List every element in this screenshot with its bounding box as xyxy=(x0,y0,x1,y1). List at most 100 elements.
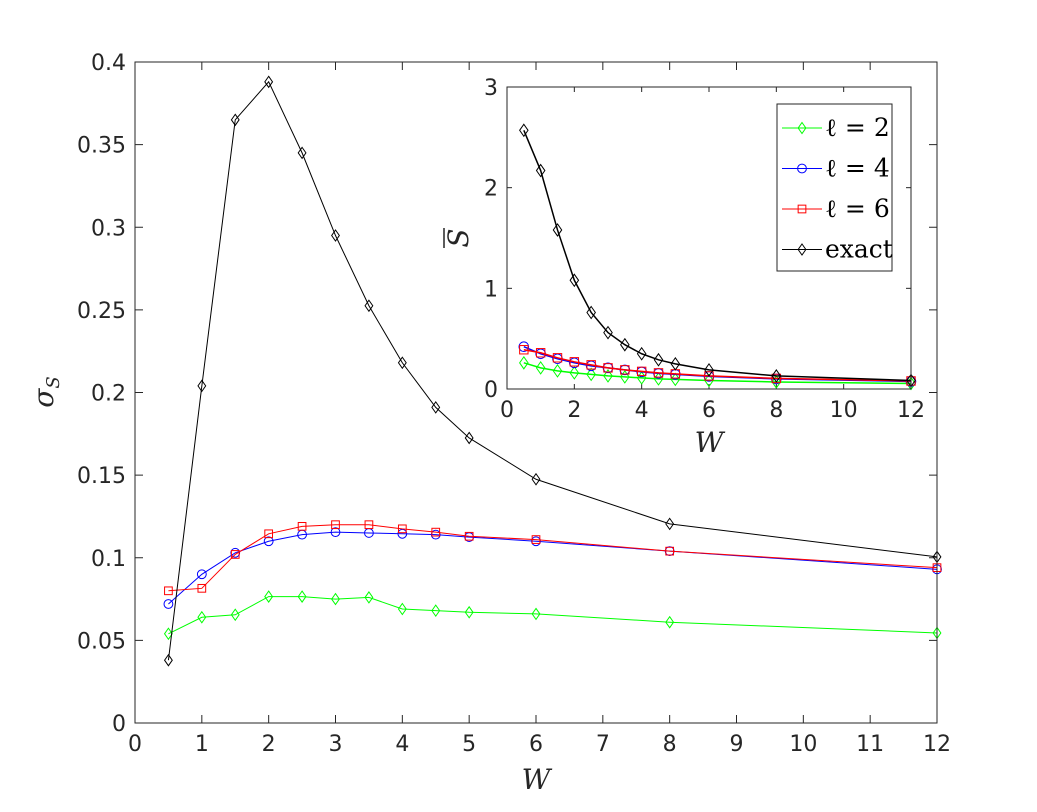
main-x-tick-label: 10 xyxy=(789,732,817,757)
inset-data-point xyxy=(535,360,546,375)
main-data-point xyxy=(364,520,374,530)
main-y-tick-label: 0 xyxy=(112,712,126,737)
inset-data-point xyxy=(636,366,647,377)
main-y-tick-label: 0.1 xyxy=(91,547,126,572)
main-data-point xyxy=(397,528,408,539)
main-y-axis-label-subscript: S xyxy=(43,376,64,388)
main-data-point xyxy=(397,356,407,370)
inset-data-point xyxy=(670,356,681,371)
main-data-point xyxy=(397,524,407,534)
main-x-tick-label: 5 xyxy=(462,732,476,757)
main-y-tick-label: 0.25 xyxy=(77,299,126,324)
main-y-tick-label: 0.35 xyxy=(77,134,126,159)
svg-text:σS: σS xyxy=(27,376,64,407)
legend-marker xyxy=(797,204,807,214)
legend-entry: ℓ = 4 xyxy=(782,154,890,183)
inset-data-point xyxy=(586,305,596,320)
inset-data-point xyxy=(535,348,546,358)
main-data-point xyxy=(163,627,173,641)
inset-x-tick-label: 2 xyxy=(567,398,581,423)
inset-data-point xyxy=(519,345,529,355)
main-x-tick-label: 0 xyxy=(128,732,142,757)
main-plot-frame xyxy=(134,61,938,724)
inset-data-point xyxy=(552,364,563,378)
inset-data-point xyxy=(704,373,714,388)
inset-data-point xyxy=(586,360,596,370)
main-data-point xyxy=(330,527,341,538)
legend-marker xyxy=(797,121,807,135)
main-y-tick-label: 0.4 xyxy=(91,51,126,76)
inset-data-point xyxy=(552,353,563,363)
inset-series-line xyxy=(523,129,912,382)
main-y-tick-label: 0.05 xyxy=(77,629,126,654)
main-data-point xyxy=(264,529,274,539)
main-data-point xyxy=(531,607,541,621)
main-data-point xyxy=(197,583,207,593)
main-y-axis-label: σS xyxy=(27,376,64,407)
main-data-point xyxy=(297,522,307,531)
main-y-axis-label-symbol: σ xyxy=(27,388,60,408)
main-series-3 xyxy=(163,75,942,667)
main-data-point xyxy=(665,517,675,531)
legend-entries: ℓ = 2 ℓ = 4 ℓ = 6 exact xyxy=(782,113,893,264)
inset-data-point xyxy=(620,337,630,352)
main-data-point xyxy=(264,75,274,89)
inset-data-point xyxy=(535,163,546,178)
main-x-axis-label: W xyxy=(522,763,553,796)
main-data-point xyxy=(197,610,207,624)
main-x-tick-label: 12 xyxy=(923,732,951,757)
inset-y-tick-labels: 0 1 2 3 xyxy=(484,76,498,403)
main-data-point xyxy=(531,472,541,486)
inset-data-point xyxy=(653,368,664,378)
inset-data-point xyxy=(569,273,580,288)
inset-legend: ℓ = 2 ℓ = 4 ℓ = 6 exact xyxy=(776,103,893,272)
main-data-point xyxy=(164,586,173,596)
legend-label: ℓ = 2 xyxy=(825,113,890,142)
inset-x-tick-label: 12 xyxy=(897,398,925,423)
main-series-2 xyxy=(164,520,942,596)
inset-data-point xyxy=(670,372,681,387)
main-series-group xyxy=(163,75,942,667)
inset-y-tick-label: 2 xyxy=(484,177,498,202)
main-data-point xyxy=(531,535,541,544)
legend-marker xyxy=(797,243,807,256)
inset-data-point xyxy=(636,346,647,361)
legend-label: ℓ = 4 xyxy=(825,154,890,183)
inset-series-group xyxy=(518,123,917,391)
main-data-point xyxy=(230,547,241,558)
inset-y-axis-label: S xyxy=(442,228,475,248)
main-data-point xyxy=(364,591,374,604)
main-x-tick-label: 2 xyxy=(262,732,276,757)
main-data-point xyxy=(264,590,274,603)
inset-data-point xyxy=(519,355,529,370)
main-data-point xyxy=(331,520,340,530)
inset-y-tick-label: 3 xyxy=(484,76,498,101)
main-series-line xyxy=(167,80,938,661)
inset-data-point xyxy=(586,367,596,382)
main-data-point xyxy=(230,608,240,622)
inset-data-point xyxy=(603,325,613,340)
main-data-point xyxy=(263,536,274,547)
main-data-point xyxy=(230,113,240,127)
inset-data-point xyxy=(603,369,613,383)
main-x-tick-label: 3 xyxy=(329,732,343,757)
inset-data-point xyxy=(603,363,613,373)
main-data-point xyxy=(665,615,675,629)
main-data-point xyxy=(297,590,307,603)
legend-entry: exact xyxy=(782,235,893,264)
inset-data-point xyxy=(771,369,782,383)
main-series-line xyxy=(168,524,938,592)
inset-x-tick-label: 4 xyxy=(635,398,649,423)
inset-data-point xyxy=(704,363,714,377)
main-x-tick-label: 6 xyxy=(529,732,543,757)
main-data-point xyxy=(230,550,240,559)
main-data-point xyxy=(397,602,407,616)
inset-x-tick-label: 8 xyxy=(769,398,783,423)
legend-label: exact xyxy=(825,235,893,264)
inset-data-point xyxy=(653,352,664,367)
main-data-point xyxy=(464,605,474,619)
main-x-tick-labels: 0 1 2 3 4 5 6 7 8 9 10 11 12 xyxy=(128,732,951,757)
main-data-point xyxy=(431,401,441,414)
main-x-tick-label: 11 xyxy=(856,732,884,757)
